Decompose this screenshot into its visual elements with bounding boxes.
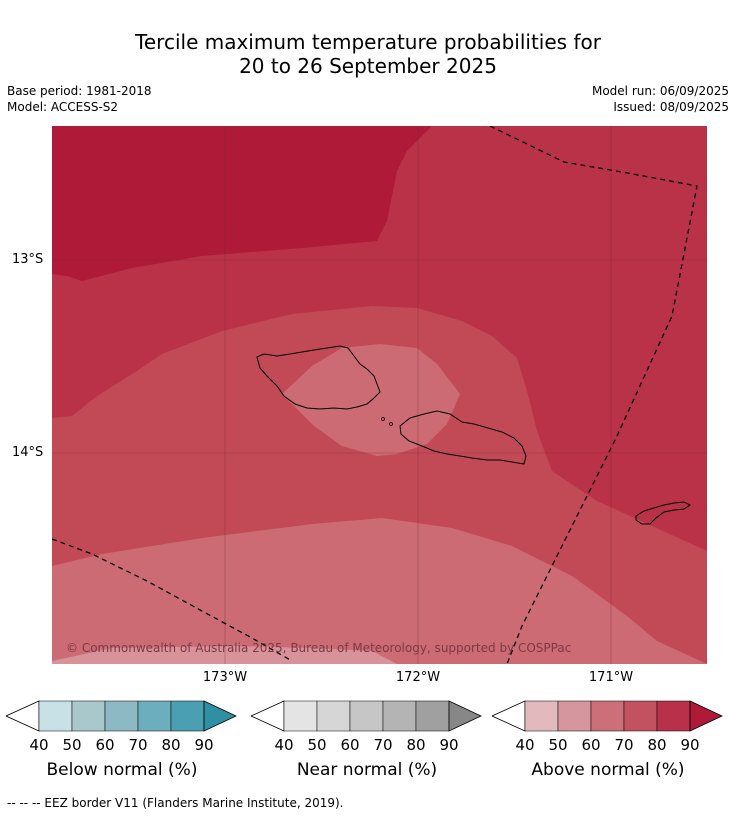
apolima-islet (389, 422, 393, 426)
colorbar-below-bin-3 (104, 700, 139, 732)
colorbar-near-bin-2 (316, 700, 351, 732)
meta-right: Model run: 06/09/2025 Issued: 08/09/2025 (592, 83, 729, 115)
colorbar-above-bin-1 (524, 700, 559, 732)
tick: 60 (95, 736, 115, 754)
tick: 50 (307, 736, 327, 754)
colorbar-near-arrow-high (448, 700, 482, 732)
tick: 50 (548, 736, 568, 754)
upolu-island (399, 410, 527, 465)
graticule (52, 126, 707, 664)
colorbar-near-arrow-low (251, 700, 285, 732)
lon-label-172w: 172°W (395, 670, 441, 685)
colorbar-below-bin-4 (137, 700, 172, 732)
colorbar-near-title: Near normal (%) (296, 760, 438, 780)
colorbar-near (251, 700, 482, 732)
lon-label-171w: 171°W (588, 670, 634, 685)
map-svg (52, 126, 707, 664)
lat-label-13s: 13°S (12, 252, 44, 267)
tick: 70 (128, 736, 148, 754)
tick: 90 (680, 736, 700, 754)
region-above-50-60 (52, 646, 397, 664)
copyright-notice: © Commonwealth of Australia 2025, Bureau… (66, 641, 572, 655)
title-line-1: Tercile maximum temperature probabilitie… (135, 30, 601, 54)
tick: 60 (340, 736, 360, 754)
map-panel (52, 126, 707, 664)
model-run: Model run: 06/09/2025 (591, 84, 729, 98)
colorbar-above (492, 700, 723, 732)
issued-date: Issued: 08/09/2025 (613, 100, 729, 114)
manono-islet (381, 417, 385, 421)
colorbar-below-title: Below normal (%) (46, 760, 198, 780)
tick: 40 (515, 736, 535, 754)
colorbar-near-bin-1 (283, 700, 318, 732)
colorbar-above-bin-4 (623, 700, 658, 732)
eez-footnote: -- -- -- EEZ border V11 (Flanders Marine… (7, 796, 344, 810)
tick: 50 (62, 736, 82, 754)
colorbar-below-bin-1 (38, 700, 73, 732)
colorbar-below-arrow-high (203, 700, 237, 732)
tick: 80 (647, 736, 667, 754)
colorbar-above-bin-3 (590, 700, 625, 732)
colorbar-below-bin-2 (71, 700, 106, 732)
lon-label-173w: 173°W (202, 670, 248, 685)
colorbar-below-arrow-low (6, 700, 40, 732)
colorbar-below (6, 700, 237, 732)
tick: 80 (161, 736, 181, 754)
savaii-island (256, 345, 381, 410)
eez-borders (52, 126, 698, 664)
colorbar-below-bin-5 (170, 700, 205, 732)
colorbar-above-arrow-high (689, 700, 723, 732)
colorbar-above-bin-5 (656, 700, 691, 732)
tick: 40 (274, 736, 294, 754)
lat-label-14s: 14°S (12, 445, 44, 460)
model-name: Model: ACCESS-S2 (7, 100, 119, 114)
colorbar-near-bin-3 (349, 700, 384, 732)
meta-left: Base period: 1981-2018 Model: ACCESS-S2 (7, 83, 152, 115)
tutuila-island (635, 501, 691, 525)
map-title: Tercile maximum temperature probabilitie… (0, 30, 736, 78)
colorbar-near-bin-5 (415, 700, 450, 732)
region-above-90 (52, 126, 432, 281)
colorbar-above-bin-2 (557, 700, 592, 732)
colorbar-above-arrow-low (492, 700, 526, 732)
tick: 90 (194, 736, 214, 754)
colorbar-above-title: Above normal (%) (531, 760, 685, 780)
tick: 70 (614, 736, 634, 754)
tick: 80 (406, 736, 426, 754)
tick: 60 (581, 736, 601, 754)
colorbar-near-bin-4 (382, 700, 417, 732)
tick: 70 (373, 736, 393, 754)
base-period: Base period: 1981-2018 (7, 84, 152, 98)
region-above-60-70-south (52, 518, 707, 664)
title-line-2: 20 to 26 September 2025 (239, 54, 497, 78)
tick: 90 (439, 736, 459, 754)
tick: 40 (29, 736, 49, 754)
